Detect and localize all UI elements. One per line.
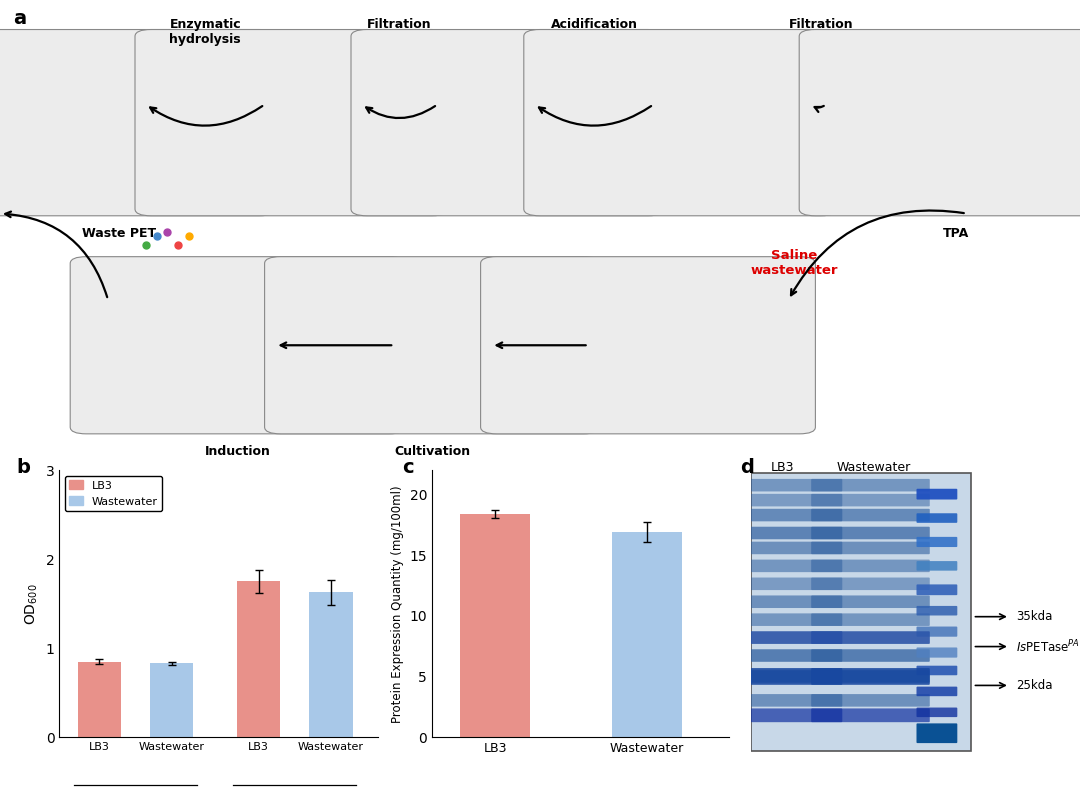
FancyBboxPatch shape: [917, 489, 957, 500]
FancyBboxPatch shape: [751, 473, 971, 751]
FancyBboxPatch shape: [481, 257, 815, 434]
FancyBboxPatch shape: [724, 578, 842, 590]
FancyBboxPatch shape: [811, 559, 930, 572]
Text: c: c: [402, 458, 414, 477]
FancyBboxPatch shape: [811, 614, 930, 626]
Bar: [150, 663, 193, 737]
Text: Induction: Induction: [205, 446, 270, 458]
FancyBboxPatch shape: [917, 606, 957, 615]
Text: Acidification: Acidification: [551, 18, 637, 31]
FancyBboxPatch shape: [811, 631, 930, 644]
Bar: [78, 662, 121, 737]
FancyBboxPatch shape: [724, 631, 842, 644]
Text: b: b: [16, 458, 30, 477]
FancyBboxPatch shape: [724, 494, 842, 506]
FancyBboxPatch shape: [799, 29, 1080, 216]
FancyBboxPatch shape: [724, 595, 842, 608]
Text: LB3: LB3: [771, 461, 795, 474]
Bar: [460, 514, 530, 737]
FancyBboxPatch shape: [724, 508, 842, 521]
Bar: [612, 532, 681, 737]
Text: Filtration: Filtration: [367, 18, 432, 31]
FancyBboxPatch shape: [917, 687, 957, 697]
FancyBboxPatch shape: [724, 668, 842, 685]
Text: 35kda: 35kda: [1016, 611, 1053, 623]
Text: d: d: [740, 458, 754, 477]
FancyBboxPatch shape: [0, 29, 275, 216]
FancyBboxPatch shape: [724, 527, 842, 540]
FancyBboxPatch shape: [811, 650, 930, 662]
Legend: LB3, Wastewater: LB3, Wastewater: [65, 476, 162, 511]
FancyBboxPatch shape: [524, 29, 837, 216]
FancyBboxPatch shape: [135, 29, 448, 216]
FancyBboxPatch shape: [917, 626, 957, 637]
FancyBboxPatch shape: [265, 257, 599, 434]
Text: Waste PET: Waste PET: [82, 227, 156, 240]
Text: Filtration: Filtration: [788, 18, 853, 31]
FancyBboxPatch shape: [917, 647, 957, 658]
FancyBboxPatch shape: [811, 508, 930, 521]
Text: Enzymatic
hydrolysis: Enzymatic hydrolysis: [170, 18, 241, 46]
FancyBboxPatch shape: [917, 584, 957, 595]
FancyBboxPatch shape: [917, 513, 957, 523]
Text: $\it{Is}$PETase$^{PA}$: $\it{Is}$PETase$^{PA}$: [1016, 638, 1080, 655]
Text: Wastewater: Wastewater: [837, 461, 910, 474]
Bar: [237, 582, 280, 737]
Bar: [309, 592, 353, 737]
FancyBboxPatch shape: [917, 724, 957, 743]
FancyBboxPatch shape: [917, 561, 957, 571]
FancyBboxPatch shape: [724, 694, 842, 707]
Text: TPA: TPA: [943, 227, 969, 240]
FancyBboxPatch shape: [811, 542, 930, 554]
Text: Cultivation: Cultivation: [394, 446, 470, 458]
FancyBboxPatch shape: [811, 668, 930, 685]
FancyBboxPatch shape: [724, 559, 842, 572]
Y-axis label: Protein Expression Quantity (mg/100ml): Protein Expression Quantity (mg/100ml): [391, 485, 404, 723]
FancyBboxPatch shape: [811, 595, 930, 608]
FancyBboxPatch shape: [724, 614, 842, 626]
FancyBboxPatch shape: [917, 665, 957, 675]
FancyBboxPatch shape: [811, 631, 930, 644]
FancyBboxPatch shape: [811, 527, 930, 540]
FancyBboxPatch shape: [724, 479, 842, 492]
FancyBboxPatch shape: [917, 708, 957, 717]
FancyBboxPatch shape: [724, 542, 842, 554]
FancyBboxPatch shape: [70, 257, 405, 434]
FancyBboxPatch shape: [811, 494, 930, 506]
FancyBboxPatch shape: [811, 670, 930, 683]
FancyBboxPatch shape: [811, 709, 930, 722]
Y-axis label: OD$_{600}$: OD$_{600}$: [24, 583, 40, 625]
Text: Saline
wastewater: Saline wastewater: [750, 249, 838, 277]
FancyBboxPatch shape: [811, 578, 930, 590]
FancyBboxPatch shape: [724, 650, 842, 662]
FancyBboxPatch shape: [724, 670, 842, 683]
FancyBboxPatch shape: [811, 694, 930, 707]
Text: 25kda: 25kda: [1016, 679, 1053, 692]
FancyBboxPatch shape: [351, 29, 664, 216]
FancyBboxPatch shape: [811, 479, 930, 492]
FancyBboxPatch shape: [724, 631, 842, 644]
FancyBboxPatch shape: [917, 537, 957, 547]
Text: a: a: [13, 9, 26, 28]
FancyBboxPatch shape: [724, 709, 842, 722]
